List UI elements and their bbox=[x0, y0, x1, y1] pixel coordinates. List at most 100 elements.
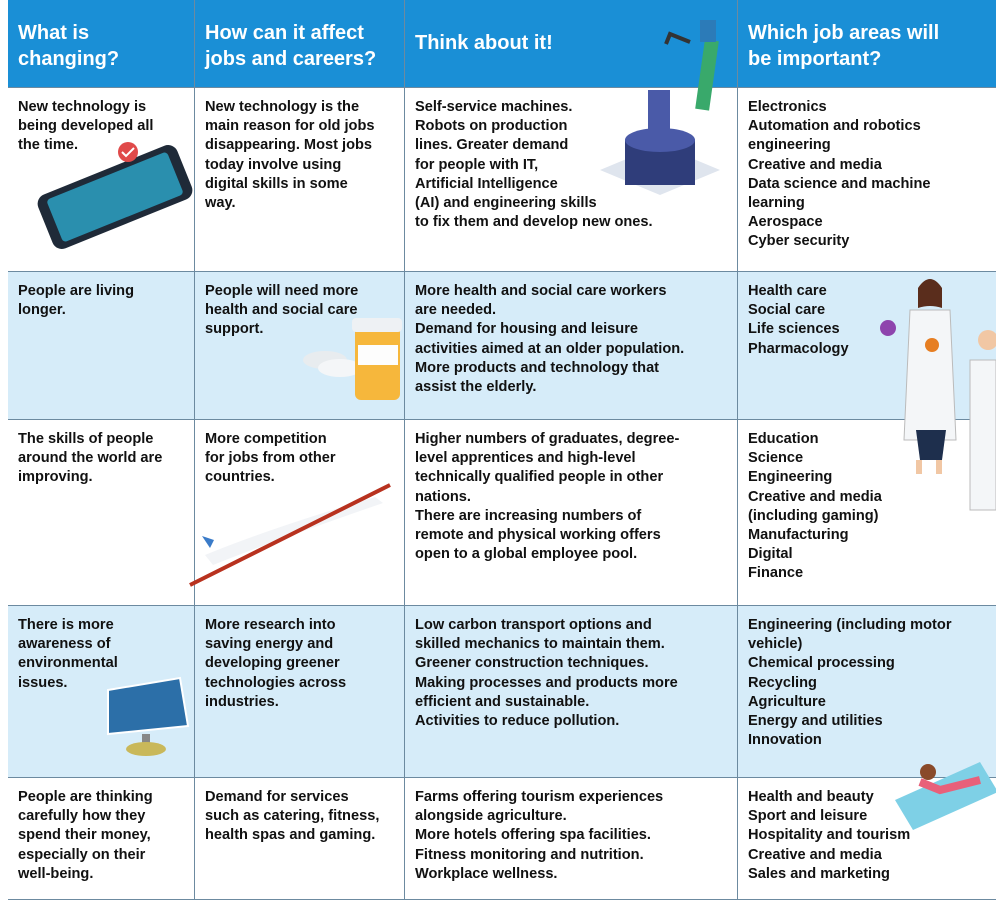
cell-text: More competition bbox=[205, 431, 327, 447]
table-cell: Education Science Engineering Creative and … bbox=[738, 420, 996, 605]
cell-text: Automation and robotics bbox=[748, 118, 921, 135]
cell-text: for people with IT, bbox=[415, 156, 539, 173]
header-text: jobs and careers? bbox=[205, 48, 377, 70]
table-cell: Farms offering tourism experiences alongs… bbox=[405, 778, 738, 899]
cell-text: Electronics bbox=[748, 99, 827, 115]
cell-text: Recycling bbox=[748, 674, 817, 691]
cell-text: Activities to reduce pollution. bbox=[415, 713, 620, 730]
cell-text: skilled mechanics to maintain them. bbox=[415, 636, 665, 653]
cell-text: for jobs from other bbox=[205, 450, 336, 467]
cell-text: assist the elderly. bbox=[415, 379, 537, 396]
cell-text: engineering bbox=[748, 137, 831, 154]
cell-text: New technology is the bbox=[205, 99, 360, 115]
cell-text: alongside agriculture. bbox=[415, 808, 567, 825]
cell-text: Sport and leisure bbox=[748, 808, 868, 825]
cell-text: countries. bbox=[205, 469, 275, 486]
cell-text: Farms offering tourism experiences bbox=[415, 789, 664, 805]
cell-text: Creative and media bbox=[748, 846, 882, 863]
cell-text: Creative and media bbox=[748, 488, 882, 505]
header-cell: How can it affect jobs and careers? bbox=[195, 0, 405, 87]
cell-text: Self-service machines. bbox=[415, 99, 573, 115]
table-cell: Health and beauty Sport and leisure Hospit… bbox=[738, 778, 996, 899]
cell-text: nations. bbox=[415, 488, 471, 505]
cell-text: longer. bbox=[18, 302, 66, 319]
header-text: Think about it! bbox=[415, 32, 553, 54]
cell-text: (including gaming) bbox=[748, 507, 879, 524]
header-cell: What is changing? bbox=[8, 0, 195, 87]
cell-text: spend their money, bbox=[18, 827, 151, 844]
cell-text: Demand for housing and leisure bbox=[415, 321, 638, 338]
table-cell: People are thinking carefully how they spe… bbox=[8, 778, 195, 899]
table-row: New technology is being developed all the … bbox=[8, 88, 996, 272]
cell-text: Low carbon transport options and bbox=[415, 617, 652, 633]
cell-text: awareness of bbox=[18, 636, 111, 653]
cell-text: Workplace wellness. bbox=[415, 865, 558, 882]
table-cell: Demand for services such as catering, fit… bbox=[195, 778, 405, 899]
header-text: What is bbox=[18, 22, 90, 44]
cell-text: Demand for services bbox=[205, 789, 349, 805]
cell-text: More research into bbox=[205, 617, 336, 633]
cell-text: Health care bbox=[748, 283, 827, 299]
cell-text: efficient and sustainable. bbox=[415, 693, 590, 710]
table-row: People are thinking carefully how they spe… bbox=[8, 778, 996, 900]
cell-text: digital skills in some bbox=[205, 175, 348, 192]
cell-text: Robots on production bbox=[415, 118, 568, 135]
cell-text: improving. bbox=[18, 469, 93, 486]
table-cell: People are living longer. bbox=[8, 272, 195, 419]
cell-text: Hospitality and tourism bbox=[748, 827, 911, 844]
cell-text: There are increasing numbers of bbox=[415, 507, 642, 524]
cell-text: such as catering, fitness, bbox=[205, 808, 380, 825]
cell-text: activities aimed at an older population. bbox=[415, 340, 685, 357]
cell-text: Higher numbers of graduates, degree- bbox=[415, 431, 680, 447]
cell-text: Life sciences bbox=[748, 321, 840, 338]
cell-text: Sales and marketing bbox=[748, 865, 890, 882]
header-text: be important? bbox=[748, 48, 882, 70]
cell-text: support. bbox=[205, 321, 264, 338]
table-cell: More competition for jobs from other count… bbox=[195, 420, 405, 605]
cell-text: today involve using bbox=[205, 156, 342, 173]
cell-text: More health and social care workers bbox=[415, 283, 667, 299]
cell-text: Science bbox=[748, 450, 804, 467]
cell-text: carefully how they bbox=[18, 808, 146, 825]
table-row: There is more awareness of environmental is… bbox=[8, 606, 996, 778]
cell-text: Social care bbox=[748, 302, 826, 319]
cell-text: remote and physical working offers bbox=[415, 527, 661, 544]
cell-text: technologies across bbox=[205, 674, 347, 691]
table-cell: New technology is being developed all the … bbox=[8, 88, 195, 271]
cell-text: Fitness monitoring and nutrition. bbox=[415, 846, 644, 863]
cell-text: health and social care bbox=[205, 302, 358, 319]
table-cell: The skills of people around the world are… bbox=[8, 420, 195, 605]
cell-text: the time. bbox=[18, 137, 79, 154]
cell-text: being developed all bbox=[18, 118, 154, 135]
cell-text: Engineering bbox=[748, 469, 833, 486]
table-row: The skills of people around the world are… bbox=[8, 420, 996, 606]
header-text: changing? bbox=[18, 48, 120, 70]
cell-text: Finance bbox=[748, 565, 804, 582]
cell-text: Chemical processing bbox=[748, 655, 895, 672]
cell-text: way. bbox=[205, 195, 236, 212]
cell-text: People are living bbox=[18, 283, 134, 299]
cell-text: around the world are bbox=[18, 450, 163, 467]
table-cell: People will need more health and social c… bbox=[195, 272, 405, 419]
cell-text: Creative and media bbox=[748, 156, 882, 173]
cell-text: Pharmacology bbox=[748, 340, 849, 357]
cell-text: environmental bbox=[18, 655, 118, 672]
cell-text: Energy and utilities bbox=[748, 713, 883, 730]
cell-text: learning bbox=[748, 195, 805, 212]
table-cell: Higher numbers of graduates, degree-leve… bbox=[405, 420, 738, 605]
cell-text: industries. bbox=[205, 693, 279, 710]
cell-text: Cyber security bbox=[748, 233, 850, 250]
table-cell: New technology is the main reason for old… bbox=[195, 88, 405, 271]
cell-text: to fix them and develop new ones. bbox=[415, 214, 653, 231]
cell-text: especially on their bbox=[18, 846, 146, 863]
cell-text: People are thinking bbox=[18, 789, 153, 805]
table-cell: Health care Social care Life sciences Pharm… bbox=[738, 272, 996, 419]
cell-text: More products and technology that bbox=[415, 359, 660, 376]
cell-text: disappearing. Most jobs bbox=[205, 137, 373, 154]
cell-text: Agriculture bbox=[748, 693, 826, 710]
cell-text: developing greener bbox=[205, 655, 340, 672]
cell-text: open to a global employee pool. bbox=[415, 546, 638, 563]
cell-text: main reason for old jobs bbox=[205, 118, 375, 135]
